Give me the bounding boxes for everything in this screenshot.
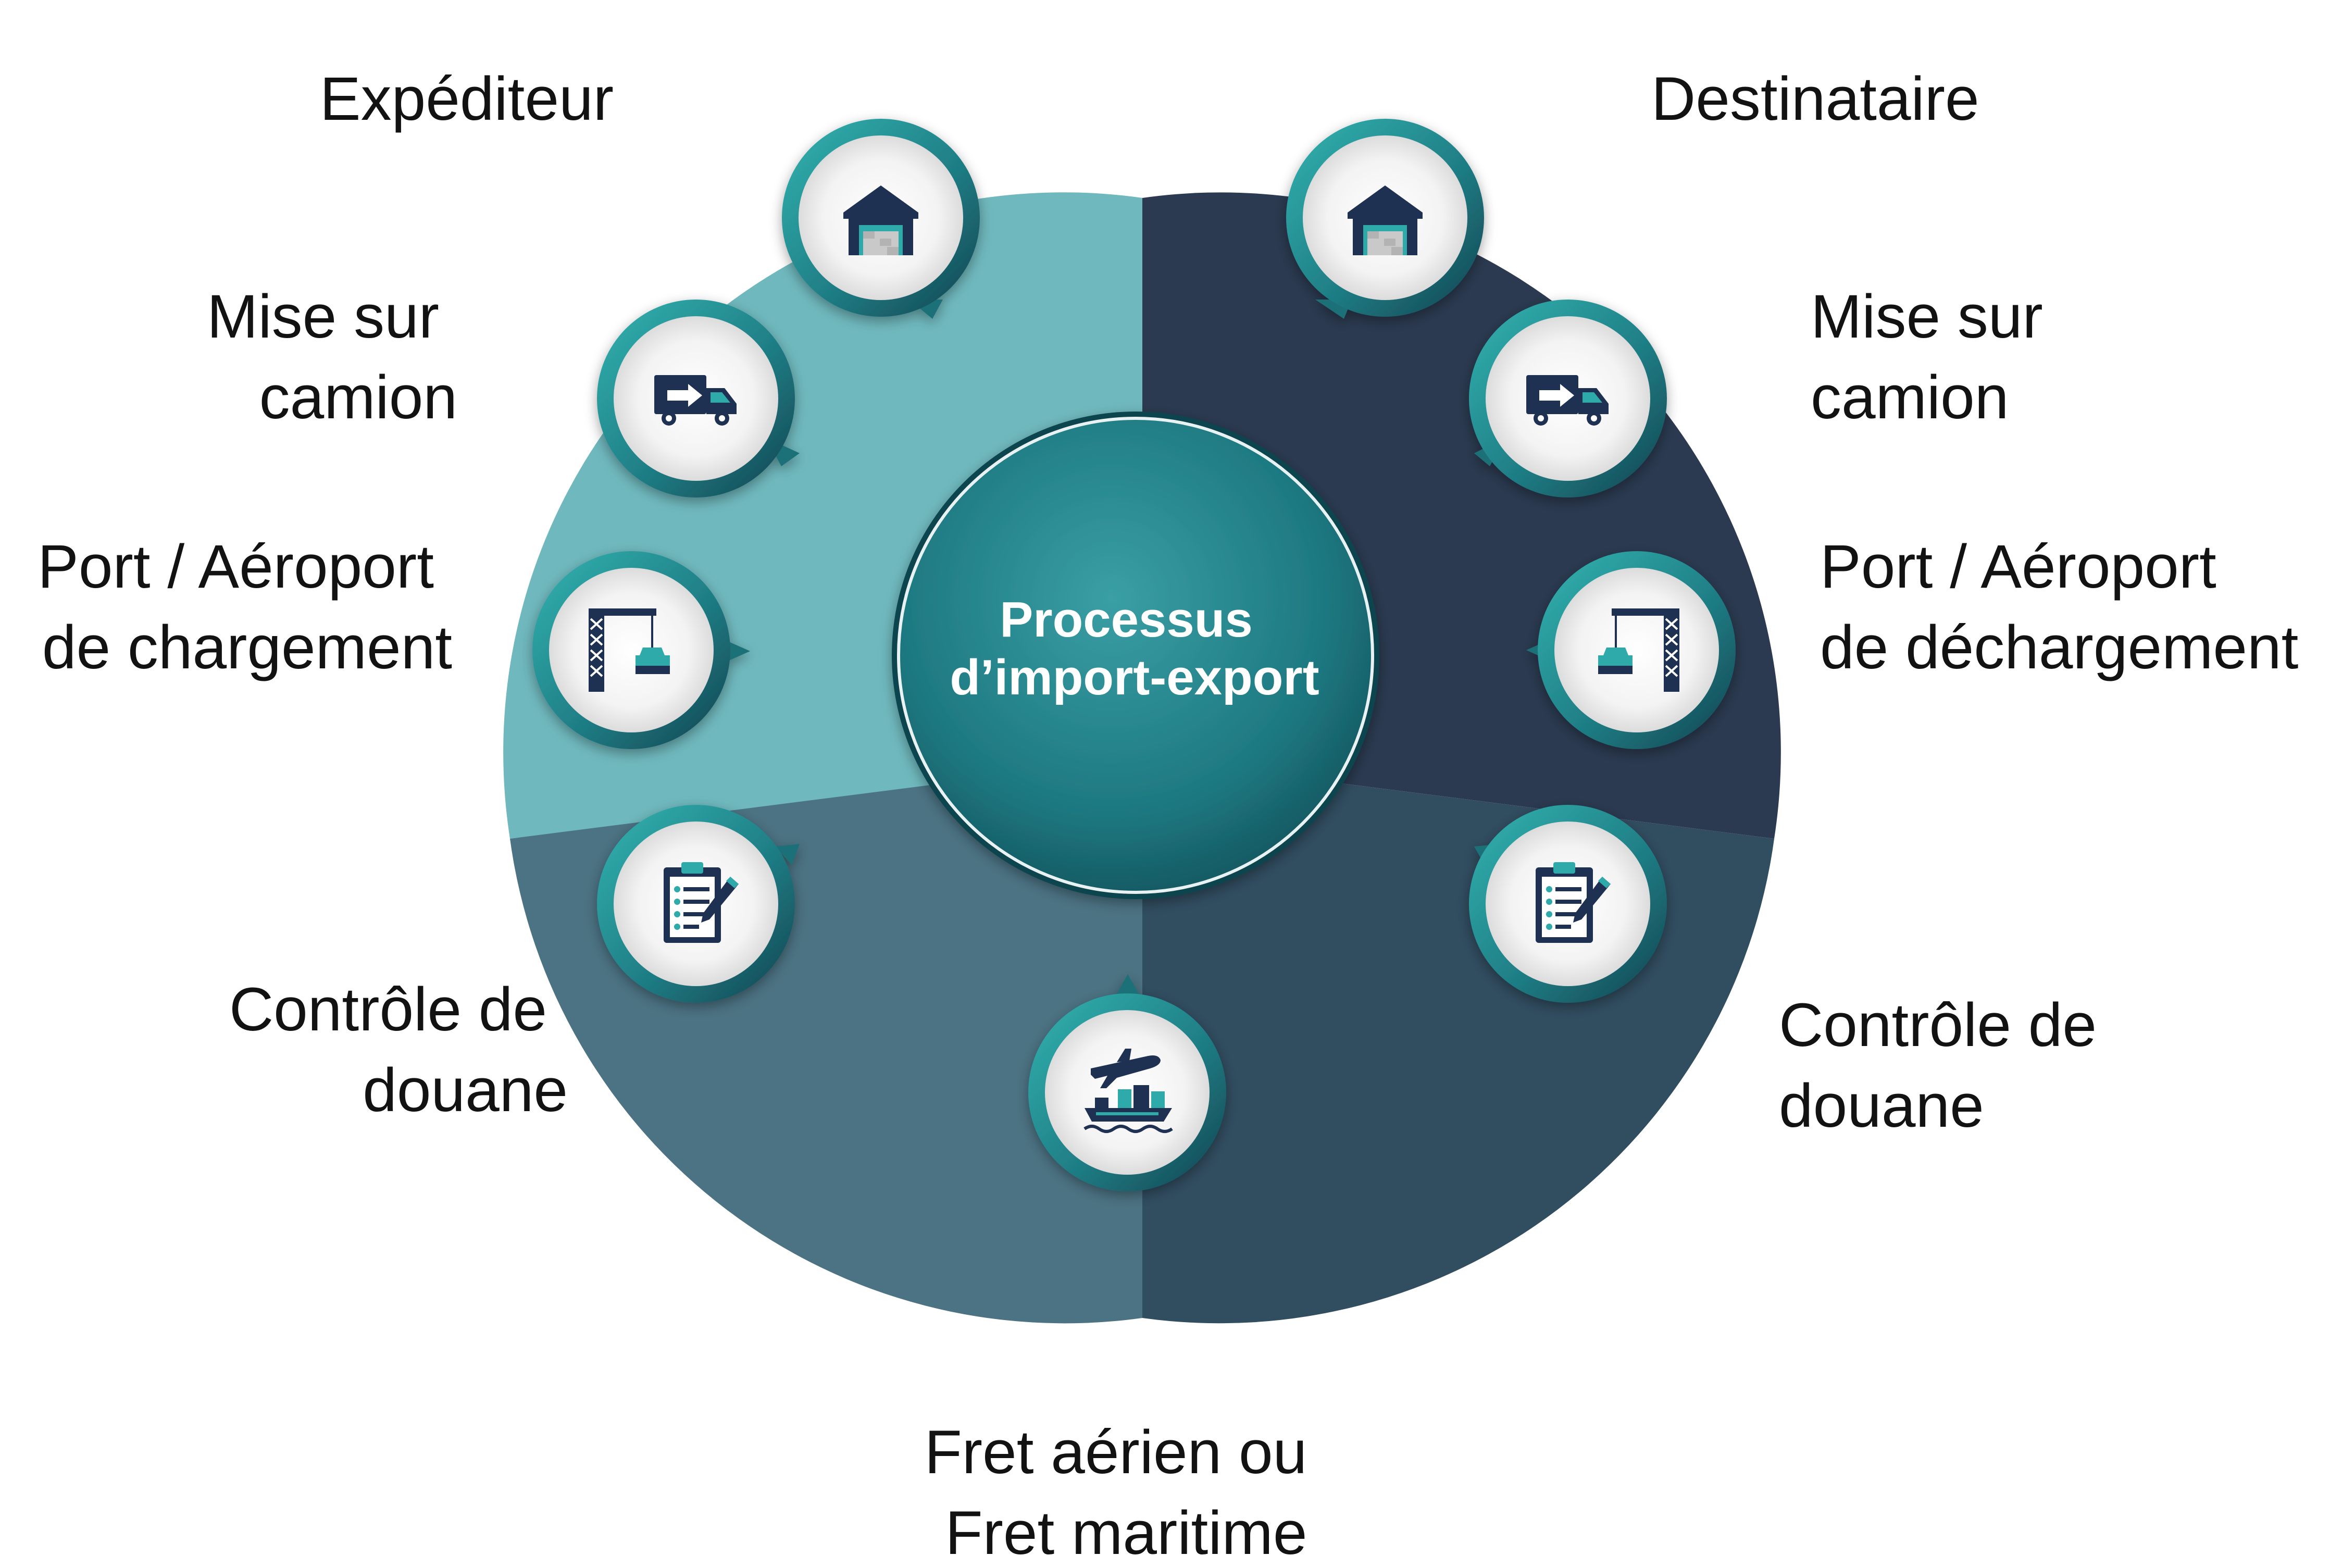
label-truck-left-line2: camion — [259, 363, 457, 432]
center-title-line2: d’import-export — [950, 650, 1319, 705]
label-customs-left-line2: douane — [363, 1056, 568, 1125]
label-truck-right-line2: camion — [1811, 363, 2009, 432]
label-shipper: Expéditeur — [320, 65, 614, 133]
label-freight-line1: Fret aérien ou — [925, 1418, 1307, 1487]
center-title-line1: Processus — [1000, 592, 1253, 648]
label-customs-right-line1: Contrôle de — [1779, 991, 2097, 1060]
label-truck-right-line1: Mise sur — [1811, 282, 2043, 351]
label-port-left-line2: de chargement — [42, 613, 452, 682]
center-hub — [892, 412, 1379, 899]
label-freight-line2: Fret maritime — [945, 1499, 1307, 1567]
label-truck-left-line1: Mise sur — [207, 282, 439, 351]
label-consignee: Destinataire — [1651, 65, 1979, 133]
label-port-right-line1: Port / Aéroport — [1820, 532, 2216, 601]
label-port-left-line1: Port / Aéroport — [38, 532, 434, 601]
label-customs-right-line2: douane — [1779, 1072, 1984, 1140]
label-customs-left-line1: Contrôle de — [229, 975, 547, 1044]
label-port-right-line2: de déchargement — [1820, 613, 2298, 682]
